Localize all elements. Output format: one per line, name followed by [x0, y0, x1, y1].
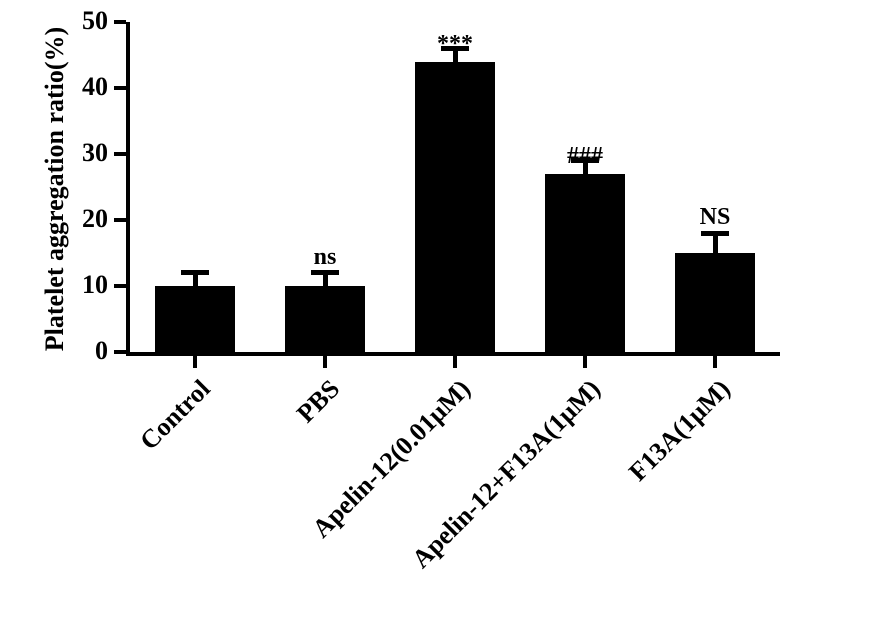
y-tick	[114, 86, 126, 90]
y-tick	[114, 218, 126, 222]
y-tick	[114, 350, 126, 354]
significance-label: ***	[437, 31, 473, 58]
bar	[545, 174, 626, 352]
bar	[415, 62, 496, 352]
x-tick	[193, 356, 197, 368]
x-category-label: Control	[134, 374, 216, 456]
x-tick	[453, 356, 457, 368]
y-axis-title: Platelet aggregation ratio(%)	[40, 24, 70, 354]
x-tick	[713, 356, 717, 368]
x-tick	[323, 356, 327, 368]
bar	[285, 286, 366, 352]
y-tick	[114, 152, 126, 156]
error-bar-cap	[701, 231, 729, 236]
error-bar-stem	[713, 233, 718, 253]
error-bar-cap	[311, 270, 339, 275]
bar	[675, 253, 756, 352]
x-tick	[583, 356, 587, 368]
bar	[155, 286, 236, 352]
y-tick	[114, 20, 126, 24]
x-category-label: F13A(1μM)	[623, 374, 736, 487]
error-bar-cap	[181, 270, 209, 275]
bar-chart: 01020304050Platelet aggregation ratio(%)…	[0, 0, 891, 639]
significance-label: NS	[700, 204, 731, 231]
significance-label: ###	[567, 143, 603, 170]
plot-area: 01020304050Platelet aggregation ratio(%)…	[130, 22, 780, 352]
y-axis-line	[126, 22, 130, 356]
x-category-label: PBS	[291, 374, 346, 429]
significance-label: ns	[314, 244, 337, 271]
y-tick	[114, 284, 126, 288]
